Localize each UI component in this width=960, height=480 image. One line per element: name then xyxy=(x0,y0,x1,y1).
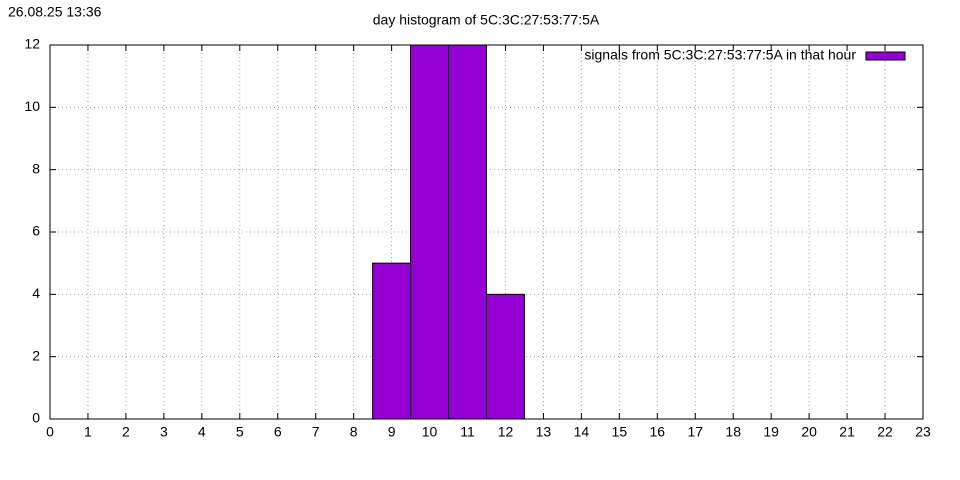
legend-label: signals from 5C:3C:27:53:77:5A in that h… xyxy=(584,47,856,63)
y-tick-label: 10 xyxy=(24,98,40,114)
bar xyxy=(448,44,488,420)
y-tick-label: 2 xyxy=(32,347,40,363)
bar xyxy=(410,44,450,420)
y-tick-label: 12 xyxy=(24,36,40,52)
x-tick-label: 5 xyxy=(236,424,244,440)
x-tick-label: 1 xyxy=(84,424,92,440)
x-tick-label: 0 xyxy=(46,424,54,440)
bar xyxy=(486,293,525,420)
x-tick-label: 19 xyxy=(763,424,779,440)
y-tick-label: 4 xyxy=(32,285,40,301)
x-tick-label: 16 xyxy=(650,424,666,440)
x-tick-label: 4 xyxy=(198,424,206,440)
x-tick-label: 8 xyxy=(350,424,358,440)
y-tick-label: 0 xyxy=(32,410,40,426)
bar xyxy=(372,262,412,420)
legend-swatch xyxy=(865,51,906,61)
x-tick-label: 15 xyxy=(612,424,628,440)
x-tick-label: 3 xyxy=(160,424,168,440)
x-tick-label: 6 xyxy=(274,424,282,440)
x-tick-label: 20 xyxy=(801,424,817,440)
x-tick-label: 21 xyxy=(839,424,855,440)
x-tick-label: 12 xyxy=(498,424,514,440)
x-tick-label: 23 xyxy=(915,424,931,440)
x-tick-label: 17 xyxy=(687,424,703,440)
x-tick-label: 9 xyxy=(388,424,396,440)
x-tick-label: 10 xyxy=(422,424,438,440)
x-tick-label: 14 xyxy=(574,424,590,440)
x-tick-label: 18 xyxy=(725,424,741,440)
plot-border xyxy=(49,44,924,420)
x-tick-label: 13 xyxy=(536,424,552,440)
x-tick-label: 22 xyxy=(877,424,893,440)
x-tick-label: 11 xyxy=(460,424,475,440)
y-tick-label: 6 xyxy=(32,223,40,239)
x-tick-label: 7 xyxy=(312,424,320,440)
y-tick-label: 8 xyxy=(32,160,40,176)
x-tick-label: 2 xyxy=(122,424,130,440)
timestamp: 26.08.25 13:36 xyxy=(8,4,102,20)
chart-title: day histogram of 5C:3C:27:53:77:5A xyxy=(373,12,600,28)
